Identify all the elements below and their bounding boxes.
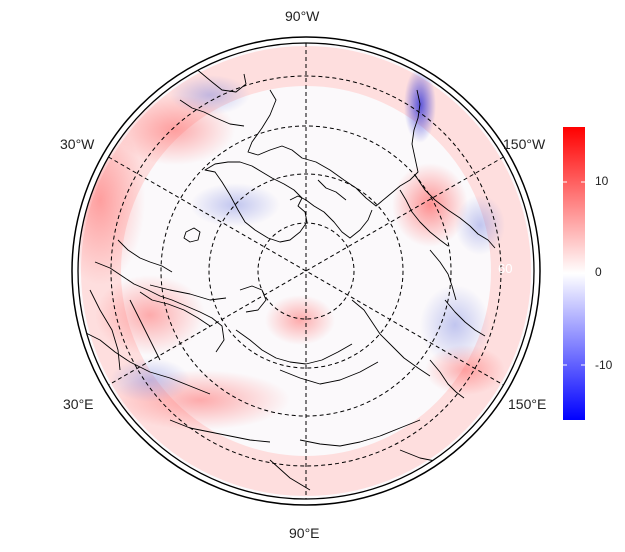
inner-latitude-label: 60 bbox=[498, 261, 512, 276]
coastlines bbox=[79, 59, 496, 491]
north-america-coast bbox=[247, 89, 421, 207]
latitude-circle-2 bbox=[208, 173, 404, 369]
colorbar-label-10: 10 bbox=[595, 174, 609, 188]
colorbar-label-0: 0 bbox=[595, 265, 602, 279]
greenland-coast bbox=[204, 161, 308, 243]
colorbar-label-minus10: -10 bbox=[595, 358, 613, 372]
map-border bbox=[77, 42, 535, 500]
meridian-30 bbox=[108, 156, 504, 386]
lon-label-90e: 90°E bbox=[289, 525, 320, 541]
lon-label-30w: 30°W bbox=[60, 136, 95, 152]
latitude-circle-4 bbox=[110, 75, 502, 467]
lon-label-90w: 90°W bbox=[285, 8, 320, 24]
lon-label-30e: 30°E bbox=[63, 396, 94, 412]
lon-label-150w: 150°W bbox=[503, 136, 546, 152]
meridian-150 bbox=[108, 156, 504, 386]
colorbar bbox=[563, 127, 585, 420]
graticule bbox=[108, 43, 504, 499]
europe-coast bbox=[94, 261, 225, 353]
latitude-circle-1 bbox=[257, 222, 355, 320]
map-outer-ring bbox=[71, 36, 541, 506]
anomaly-field bbox=[78, 43, 534, 499]
lon-label-150e: 150°E bbox=[508, 396, 547, 412]
iceland-coast bbox=[183, 227, 201, 243]
